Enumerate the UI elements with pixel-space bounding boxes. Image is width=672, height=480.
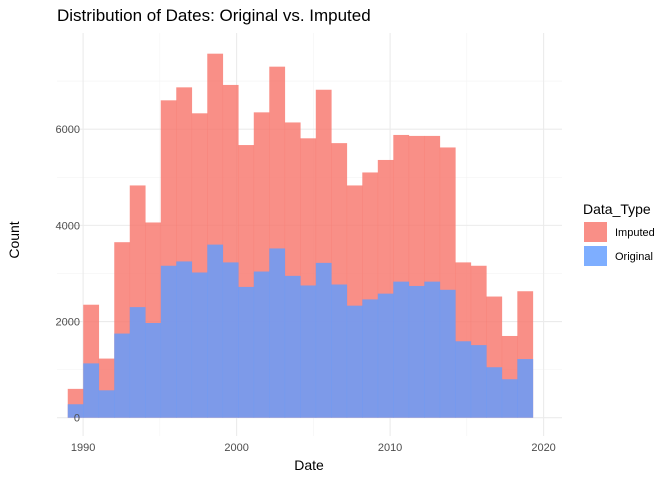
original-bar <box>160 265 177 418</box>
original-bar <box>176 261 193 418</box>
original-bar <box>362 299 379 418</box>
chart-title: Distribution of Dates: Original vs. Impu… <box>57 6 371 25</box>
original-bar <box>98 390 115 418</box>
legend: Data_Type Imputed Original <box>583 201 655 266</box>
original-bar <box>393 281 410 418</box>
original-bar <box>424 281 441 418</box>
original-bar <box>331 284 348 418</box>
y-axis-ticks: 0 2000 4000 6000 <box>56 124 80 425</box>
original-bar <box>455 341 472 418</box>
original-bar <box>315 262 332 418</box>
original-bar <box>486 367 503 418</box>
original-bar <box>439 289 456 418</box>
original-bar <box>191 272 208 418</box>
original-bar <box>346 305 363 418</box>
original-bar <box>408 285 425 418</box>
original-bars <box>67 244 534 418</box>
original-bar <box>238 286 255 418</box>
x-tick-label: 2010 <box>378 442 402 454</box>
original-bar <box>129 307 146 418</box>
y-tick-label: 4000 <box>56 220 80 232</box>
original-bar <box>67 404 84 418</box>
legend-label-original: Original <box>615 251 653 263</box>
original-bar <box>114 333 131 418</box>
y-tick-label: 0 <box>74 413 80 425</box>
y-axis-title: Count <box>6 221 22 258</box>
original-bar <box>284 275 301 418</box>
original-bar <box>222 262 239 418</box>
x-axis-title: Date <box>294 457 324 473</box>
x-axis-ticks: 1990 2000 2010 2020 <box>71 442 556 454</box>
y-tick-label: 2000 <box>56 317 80 329</box>
original-bar <box>83 363 100 418</box>
original-bar <box>501 379 518 418</box>
original-bar <box>269 248 286 418</box>
x-tick-label: 2000 <box>224 442 248 454</box>
original-bar <box>253 271 270 418</box>
y-tick-label: 6000 <box>56 124 80 136</box>
legend-swatch-imputed <box>584 222 607 242</box>
original-bar <box>300 285 317 418</box>
original-bar <box>377 293 394 418</box>
legend-title: Data_Type <box>583 201 651 217</box>
legend-label-imputed: Imputed <box>615 227 655 239</box>
original-bar <box>145 322 162 418</box>
x-tick-label: 2020 <box>531 442 555 454</box>
original-bar <box>470 345 487 418</box>
original-bar <box>517 359 534 418</box>
original-bar <box>207 244 224 418</box>
x-tick-label: 1990 <box>71 442 95 454</box>
legend-swatch-original <box>584 246 607 266</box>
